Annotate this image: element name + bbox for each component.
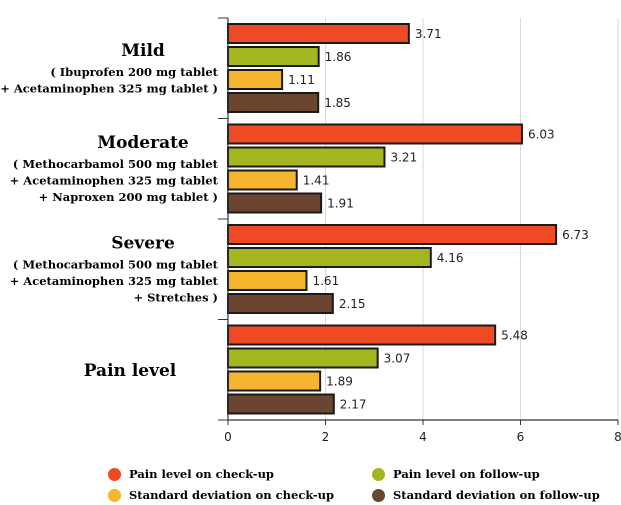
data-label: 1.61 — [312, 274, 339, 288]
bar — [227, 247, 432, 268]
bar — [227, 46, 320, 67]
data-label: 1.11 — [288, 73, 315, 87]
bar — [227, 23, 410, 44]
legend-item-pain-checkup: Pain level on check-up — [108, 467, 274, 481]
axes-group: 0 2 4 6 8 — [218, 17, 621, 444]
data-label: 1.85 — [324, 96, 351, 110]
x-tick-label: 0 — [224, 430, 232, 444]
category-subtitle-line: ( Methocarbamol 500 mg tablet — [13, 157, 219, 171]
bar — [227, 347, 379, 369]
category-subtitle-line: + Acetaminophen 325 mg tablet ) — [0, 81, 218, 95]
category-subtitle-line: ( Ibuprofen 200 mg tablet — [50, 65, 218, 79]
data-label: 1.89 — [326, 375, 353, 389]
bar — [227, 293, 334, 314]
value-labels-group: 3.71 1.86 1.11 1.85 6.03 3.21 1.41 1.91 6.73 4.16… — [288, 27, 589, 412]
x-tick-label: 6 — [517, 430, 525, 444]
x-tick-label: 2 — [322, 430, 330, 444]
data-label: 3.21 — [390, 151, 417, 165]
category-subtitle-line: + Acetaminophen 325 mg tablet — [10, 274, 219, 288]
bar — [227, 69, 284, 90]
bar — [227, 270, 308, 291]
x-tick-label: 4 — [419, 430, 427, 444]
legend-label-sd-followup: Standard deviation on follow-up — [393, 488, 600, 502]
category-title: Pain level — [84, 361, 177, 381]
bar — [227, 324, 497, 346]
category-title: Mild — [121, 41, 165, 61]
data-label: 2.15 — [339, 297, 366, 311]
legend-swatch-pain-followup — [372, 467, 385, 481]
category-title: Severe — [111, 234, 175, 254]
legend-swatch-sd-followup — [372, 488, 385, 502]
bars-group — [227, 23, 558, 415]
data-label: 1.91 — [327, 197, 354, 211]
bar — [227, 393, 335, 415]
category-title: Moderate — [97, 133, 189, 153]
category-subtitle-line: + Stretches ) — [133, 291, 218, 305]
data-label: 1.41 — [303, 174, 330, 188]
category-subtitle-line: ( Methocarbamol 500 mg tablet — [13, 258, 219, 272]
bar — [227, 92, 320, 113]
legend-swatch-sd-checkup — [108, 488, 121, 502]
legend-item-sd-followup: Standard deviation on follow-up — [372, 488, 600, 502]
data-label: 6.03 — [528, 128, 555, 142]
legend: Pain level on check-up Pain level on fol… — [0, 462, 621, 505]
legend-label-sd-checkup: Standard deviation on check-up — [129, 488, 334, 502]
legend-item-pain-followup: Pain level on follow-up — [372, 467, 540, 481]
data-label: 3.71 — [415, 27, 442, 41]
legend-label-pain-followup: Pain level on follow-up — [393, 467, 540, 481]
data-label: 1.86 — [325, 50, 352, 64]
bar — [227, 146, 386, 168]
legend-swatch-pain-checkup — [108, 467, 121, 481]
bar — [227, 169, 298, 191]
bar — [227, 123, 523, 145]
data-label: 4.16 — [437, 251, 464, 265]
legend-item-sd-checkup: Standard deviation on check-up — [108, 488, 334, 502]
category-labels-group: Mild ( Ibuprofen 200 mg tablet + Acetamino… — [0, 41, 218, 381]
legend-label-pain-checkup: Pain level on check-up — [129, 467, 274, 481]
bar — [227, 224, 558, 245]
bar — [227, 370, 322, 392]
category-subtitle-line: + Acetaminophen 325 mg tablet — [10, 174, 219, 188]
bar — [227, 192, 323, 214]
data-label: 6.73 — [562, 228, 589, 242]
category-subtitle-line: + Naproxen 200 mg tablet ) — [39, 190, 218, 204]
data-label: 2.17 — [340, 398, 367, 412]
x-tick-label: 8 — [614, 430, 621, 444]
data-label: 5.48 — [501, 329, 528, 343]
bar-chart: 3.71 1.86 1.11 1.85 6.03 3.21 1.41 1.91 6.73 4.16… — [0, 17, 621, 444]
data-label: 3.07 — [384, 352, 411, 366]
